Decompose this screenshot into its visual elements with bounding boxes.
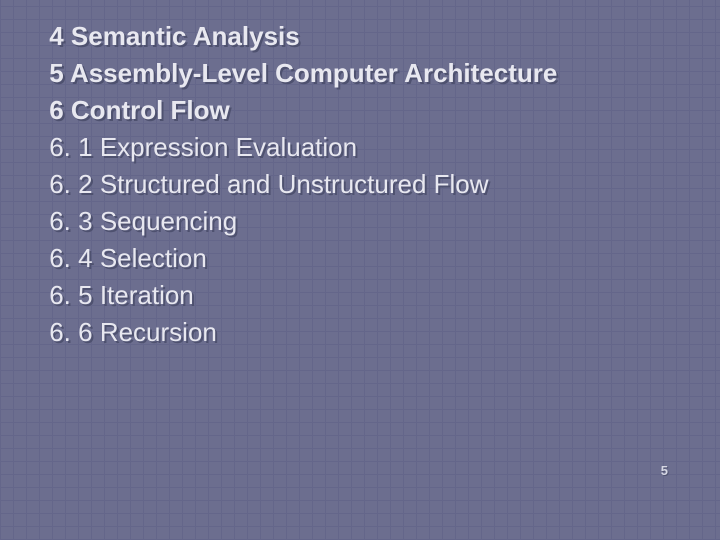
toc-line: 6. 4 Selection: [42, 240, 682, 277]
content-list: 4 Semantic Analysis 5 Assembly-Level Com…: [42, 18, 682, 351]
toc-line: 6. 5 Iteration: [42, 277, 682, 314]
toc-line: 4 Semantic Analysis: [42, 18, 682, 55]
slide: 4 Semantic Analysis 5 Assembly-Level Com…: [0, 0, 720, 540]
toc-line: 6 Control Flow: [42, 92, 682, 129]
toc-line: 5 Assembly-Level Computer Architecture: [42, 55, 682, 92]
toc-line: 6. 1 Expression Evaluation: [42, 129, 682, 166]
toc-line: 6. 3 Sequencing: [42, 203, 682, 240]
toc-line: 6. 6 Recursion: [42, 314, 682, 351]
page-number: 5: [661, 463, 668, 478]
toc-line: 6. 2 Structured and Unstructured Flow: [42, 166, 682, 203]
